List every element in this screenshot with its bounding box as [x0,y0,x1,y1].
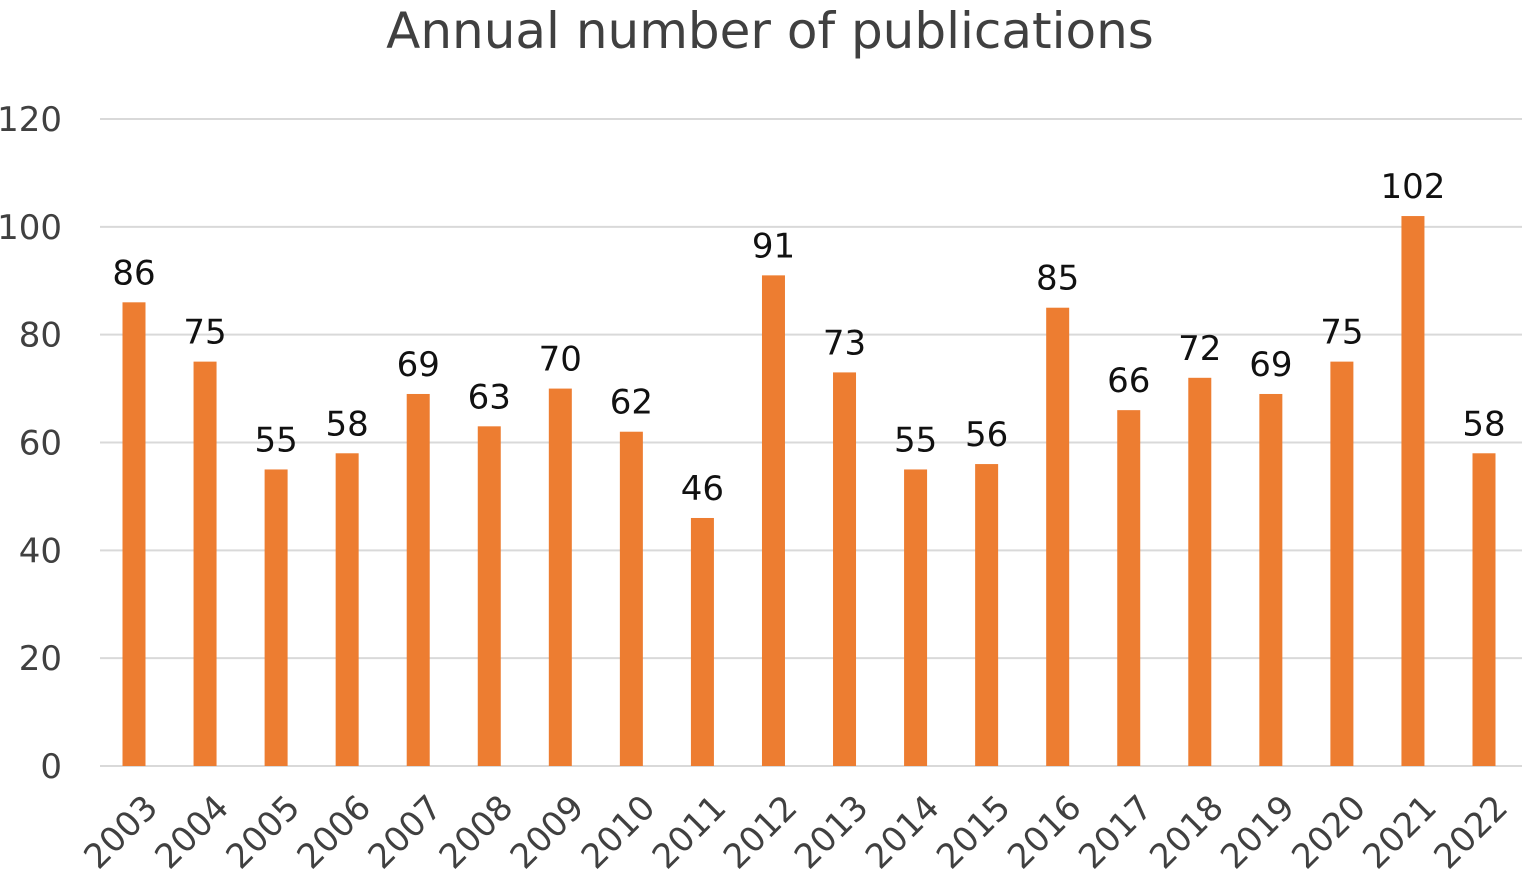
y-tick-label: 80 [19,316,62,356]
data-label-2015: 56 [965,415,1008,455]
data-label-2022: 58 [1462,404,1505,444]
data-label-2016: 85 [1036,259,1079,299]
x-tick-label-2012: 2012 [716,788,805,877]
y-tick-label: 60 [19,424,62,464]
bar-2008 [477,426,501,766]
data-label-2018: 72 [1178,329,1221,369]
bar-2020 [1330,361,1354,766]
x-tick-label-2021: 2021 [1355,788,1444,877]
y-tick-label: 120 [0,100,62,140]
data-label-2014: 55 [894,420,937,460]
data-label-2009: 70 [539,340,582,380]
data-label-2006: 58 [326,404,369,444]
bars [122,216,1496,767]
bar-2009 [548,388,572,766]
y-axis-tick-labels: 0 20 40 60 80 100 120 [0,100,62,787]
y-tick-label: 100 [0,208,62,248]
gridlines [100,118,1522,767]
data-label-2005: 55 [254,420,297,460]
data-label-2017: 66 [1107,361,1150,401]
x-tick-label-2004: 2004 [147,788,236,877]
x-tick-label-2005: 2005 [219,788,308,877]
x-axis-tick-labels: 2003200420052006200720082009201020112012… [76,788,1515,877]
x-tick-label-2022: 2022 [1426,788,1515,877]
y-tick-label: 0 [40,747,62,787]
bar-2017 [1117,410,1141,766]
bar-2012 [761,275,785,766]
bar-2005 [264,469,288,766]
x-tick-label-2008: 2008 [432,788,521,877]
x-tick-label-2015: 2015 [929,788,1018,877]
y-tick-label: 40 [19,531,62,571]
bar-2021 [1401,216,1425,767]
data-label-2021: 102 [1380,167,1445,207]
bar-2013 [833,372,857,766]
x-tick-label-2009: 2009 [503,788,592,877]
chart-title: Annual number of publications [386,2,1154,60]
x-tick-label-2016: 2016 [1000,788,1089,877]
x-tick-label-2019: 2019 [1213,788,1302,877]
x-tick-label-2003: 2003 [76,788,165,877]
x-tick-label-2013: 2013 [787,788,876,877]
data-label-2011: 46 [681,469,724,509]
data-label-2020: 75 [1320,313,1363,353]
data-labels: 86 75 55 58 69 63 70 62 46 91 73 55 56 85 66 72 69 75 102 5… [112,167,1505,509]
data-label-2019: 69 [1249,345,1292,385]
bar-2011 [690,517,714,766]
bar-2003 [122,302,146,766]
x-tick-label-2011: 2011 [645,788,734,877]
x-tick-label-2006: 2006 [290,788,379,877]
x-tick-label-2007: 2007 [361,788,450,877]
x-tick-label-2020: 2020 [1284,788,1373,877]
data-label-2007: 69 [397,345,440,385]
x-tick-label-2018: 2018 [1142,788,1231,877]
x-tick-label-2017: 2017 [1071,788,1160,877]
data-label-2013: 73 [823,323,866,363]
bar-2016 [1046,307,1070,766]
bar-2019 [1259,393,1283,766]
data-label-2010: 62 [610,383,653,423]
bar-2007 [406,393,430,766]
x-tick-label-2014: 2014 [858,788,947,877]
bar-2022 [1472,453,1496,766]
x-tick-label-2010: 2010 [574,788,663,877]
data-label-2003: 86 [112,253,155,293]
y-tick-label: 20 [19,639,62,679]
data-label-2008: 63 [468,377,511,417]
bar-2015 [975,464,999,766]
bar-2010 [619,431,643,766]
data-label-2012: 91 [752,226,795,266]
bar-2004 [193,361,217,766]
data-label-2004: 75 [183,313,226,353]
bar-2018 [1188,377,1212,766]
bar-2006 [335,453,359,766]
bar-2014 [904,469,928,766]
